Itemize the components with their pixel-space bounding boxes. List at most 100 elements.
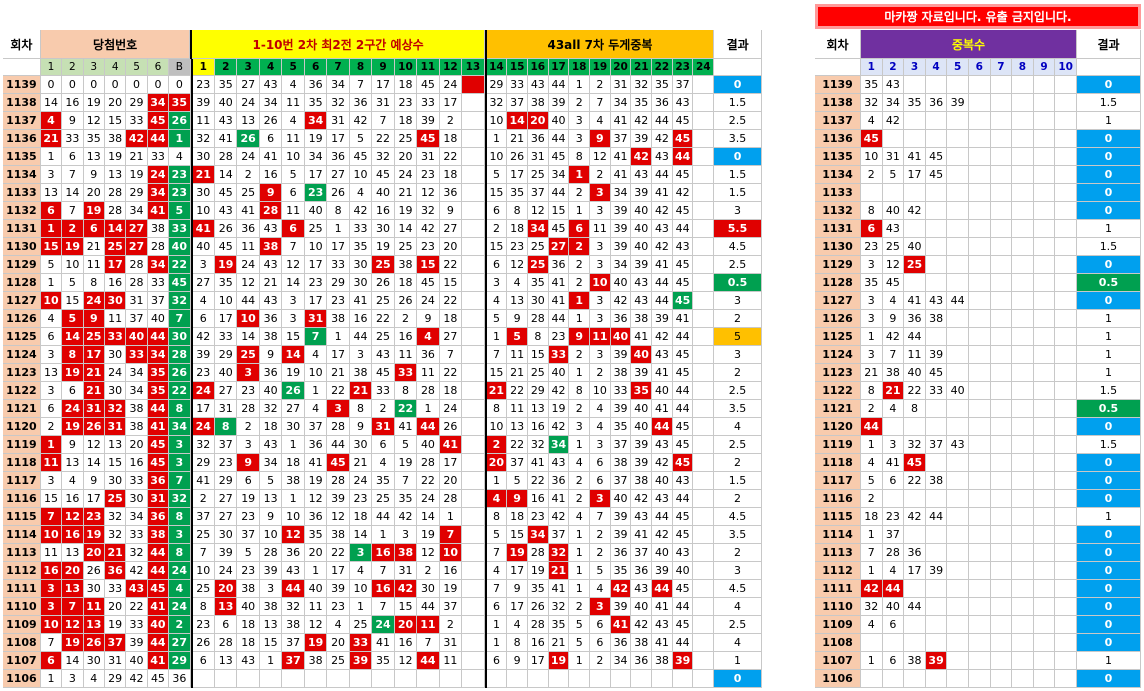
prediction-number[interactable]: 2	[372, 400, 395, 418]
all43-number[interactable]: 35	[507, 184, 528, 202]
prediction-number[interactable]: 42	[394, 580, 418, 598]
dup-number[interactable]	[1055, 238, 1077, 256]
winning-number[interactable]: 42	[126, 670, 148, 688]
all43-number[interactable]: 37	[610, 130, 632, 148]
dup-number[interactable]	[1012, 274, 1034, 292]
dup-number[interactable]: 25	[904, 256, 926, 274]
dup-number[interactable]: 32	[861, 598, 883, 616]
winning-number[interactable]: 0	[147, 76, 170, 94]
all43-number[interactable]: 43	[652, 220, 673, 238]
separator[interactable]	[484, 472, 487, 490]
winning-number[interactable]: 10	[40, 616, 63, 634]
prediction-number[interactable]: 26	[192, 634, 215, 652]
all43-number[interactable]: 42	[631, 112, 653, 130]
dup-number[interactable]	[1033, 292, 1056, 310]
all43-number[interactable]: 45	[672, 580, 694, 598]
dup-number[interactable]	[968, 382, 991, 400]
winning-number[interactable]: 32	[104, 400, 127, 418]
dup-number[interactable]	[1055, 544, 1077, 562]
winning-number[interactable]: 11	[83, 256, 105, 274]
winning-number[interactable]: 3	[40, 166, 63, 184]
dup-number[interactable]	[1033, 436, 1056, 454]
round-cell[interactable]: 1117	[815, 472, 861, 490]
all43-number[interactable]: 3	[590, 184, 611, 202]
prediction-number[interactable]: 45	[214, 238, 238, 256]
dup-number[interactable]	[925, 418, 948, 436]
dup-number[interactable]	[904, 490, 926, 508]
all43-number[interactable]: 1	[486, 130, 508, 148]
dup-result-value[interactable]: 1.5	[1076, 238, 1141, 256]
prediction-number[interactable]: 13	[237, 112, 260, 130]
all43-number[interactable]	[693, 418, 715, 436]
all43-number[interactable]: 43	[672, 544, 694, 562]
winning-number[interactable]: 27	[169, 634, 191, 652]
all43-number[interactable]: 1	[569, 292, 591, 310]
dup-number[interactable]: 6	[882, 472, 905, 490]
prediction-number[interactable]: 3	[349, 346, 373, 364]
prediction-number[interactable]: 36	[417, 346, 440, 364]
dup-number[interactable]: 3	[882, 436, 905, 454]
prediction-number[interactable]: 20	[439, 472, 463, 490]
dup-number[interactable]	[925, 112, 948, 130]
prediction-number[interactable]: 13	[259, 616, 283, 634]
all43-number[interactable]: 30	[527, 292, 549, 310]
round-header[interactable]: 회차	[815, 30, 861, 59]
dup-number[interactable]	[882, 670, 905, 688]
all43-number[interactable]: 2	[590, 526, 611, 544]
dup-number[interactable]: 5	[882, 166, 905, 184]
winning-number[interactable]: 22	[169, 256, 191, 274]
winning-number[interactable]: 0	[40, 76, 63, 94]
pred-col-1[interactable]: 1	[192, 59, 215, 76]
prediction-number[interactable]: 20	[394, 616, 418, 634]
prediction-number[interactable]: 18	[394, 274, 418, 292]
round-cell[interactable]: 1126	[815, 310, 861, 328]
prediction-number[interactable]	[462, 148, 485, 166]
prediction-number[interactable]: 1	[417, 400, 440, 418]
winning-number[interactable]: 34	[147, 184, 170, 202]
all43-number[interactable]: 35	[610, 418, 632, 436]
dup-number[interactable]	[1033, 472, 1056, 490]
winning-number[interactable]: 12	[62, 508, 84, 526]
dup-number[interactable]: 8	[861, 202, 883, 220]
prediction-number[interactable]: 38	[394, 256, 418, 274]
prediction-number[interactable]: 2	[439, 112, 463, 130]
result-value[interactable]: 3	[714, 346, 762, 364]
prediction-number[interactable]: 40	[214, 364, 238, 382]
all43-number[interactable]: 15	[507, 526, 528, 544]
prediction-number[interactable]	[462, 508, 485, 526]
prediction-number[interactable]: 23	[327, 598, 350, 616]
all43-number[interactable]: 25	[527, 238, 549, 256]
all43-number[interactable]: 36	[610, 634, 632, 652]
prediction-number[interactable]: 43	[259, 436, 283, 454]
all43-number[interactable]: 4	[486, 490, 508, 508]
result-value[interactable]: 2.5	[714, 436, 762, 454]
prediction-number[interactable]: 28	[214, 634, 238, 652]
all43-number[interactable]: 2	[569, 472, 591, 490]
dup-number[interactable]	[968, 400, 991, 418]
all43-number[interactable]: 40	[652, 544, 673, 562]
all43-number[interactable]: 41	[610, 148, 632, 166]
winning-number[interactable]: 4	[169, 148, 191, 166]
prediction-number[interactable]: 38	[282, 472, 305, 490]
winning-number[interactable]: 19	[83, 202, 105, 220]
all43-number[interactable]: 41	[631, 526, 653, 544]
winning-number[interactable]: 1	[169, 130, 191, 148]
dup-number[interactable]	[990, 346, 1013, 364]
winning-number[interactable]: 34	[147, 94, 170, 112]
separator[interactable]	[484, 184, 487, 202]
winning-number[interactable]: 1	[40, 436, 63, 454]
prediction-number[interactable]: 7	[394, 472, 418, 490]
all43-number[interactable]	[652, 670, 673, 688]
winning-number[interactable]: 16	[126, 454, 148, 472]
prediction-number[interactable]	[394, 670, 418, 688]
dup-number[interactable]	[1055, 634, 1077, 652]
all43-number[interactable]	[693, 544, 715, 562]
winning-number[interactable]: 34	[126, 382, 148, 400]
prediction-number[interactable]: 30	[349, 256, 373, 274]
all43-number[interactable]: 3	[569, 130, 591, 148]
all43-number[interactable]: 8	[569, 382, 591, 400]
all43-number[interactable]: 45	[672, 292, 694, 310]
prediction-header[interactable]: 1-10번 2차 최2전 2구간 예상수	[192, 30, 485, 59]
winning-number[interactable]: 42	[126, 130, 148, 148]
separator[interactable]	[484, 59, 487, 76]
